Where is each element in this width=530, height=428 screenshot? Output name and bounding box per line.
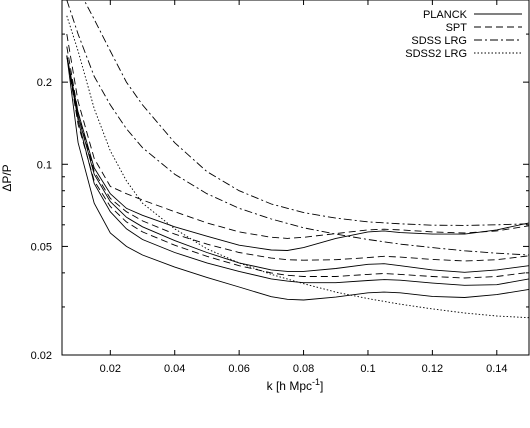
x-tick-label: 0.14 [486,363,507,375]
x-tick-label: 0.1 [360,363,375,375]
y-axis-label: ΔP/P [0,164,14,191]
series-layer [66,0,529,319]
series-line-8 [66,0,529,256]
axis-ticks: 0.02 0.04 0.06 0.08 0.1 0.12 0.14 0.02 0.05 0.1 0.… [31,0,529,375]
plot-frame [61,0,530,356]
y-tick-label: 0.1 [37,159,52,171]
series-line-4 [66,55,529,301]
legend-label: PLANCK [423,9,468,21]
legend-label: SDSS2 LRG [405,48,467,60]
x-axis-label-main: k [h Mpc [267,379,312,393]
series-line-5 [66,34,529,239]
y-tick-label: 0.2 [37,77,52,89]
series-line-2 [66,55,529,273]
x-tick-label: 0.02 [100,363,121,375]
x-axis-label: k [h Mpc-1] [267,377,324,393]
x-tick-label: 0.12 [422,363,443,375]
y-tick-label: 0.02 [31,350,52,362]
series-line-3 [66,55,529,286]
legend-label: SDSS LRG [411,35,467,47]
series-line-1 [66,55,529,251]
x-axis-label-sup: -1 [312,377,320,387]
y-tick-label: 0.05 [31,241,52,253]
x-tick-label: 0.08 [293,363,314,375]
series-line-6 [66,46,529,262]
series-line-10 [66,15,529,319]
legend-label: SPT [446,22,468,34]
x-axis-label-end: ] [320,379,323,393]
x-tick-label: 0.04 [164,363,185,375]
series-line-7 [66,55,529,279]
x-tick-label: 0.06 [228,363,249,375]
series-line-9 [83,0,529,226]
